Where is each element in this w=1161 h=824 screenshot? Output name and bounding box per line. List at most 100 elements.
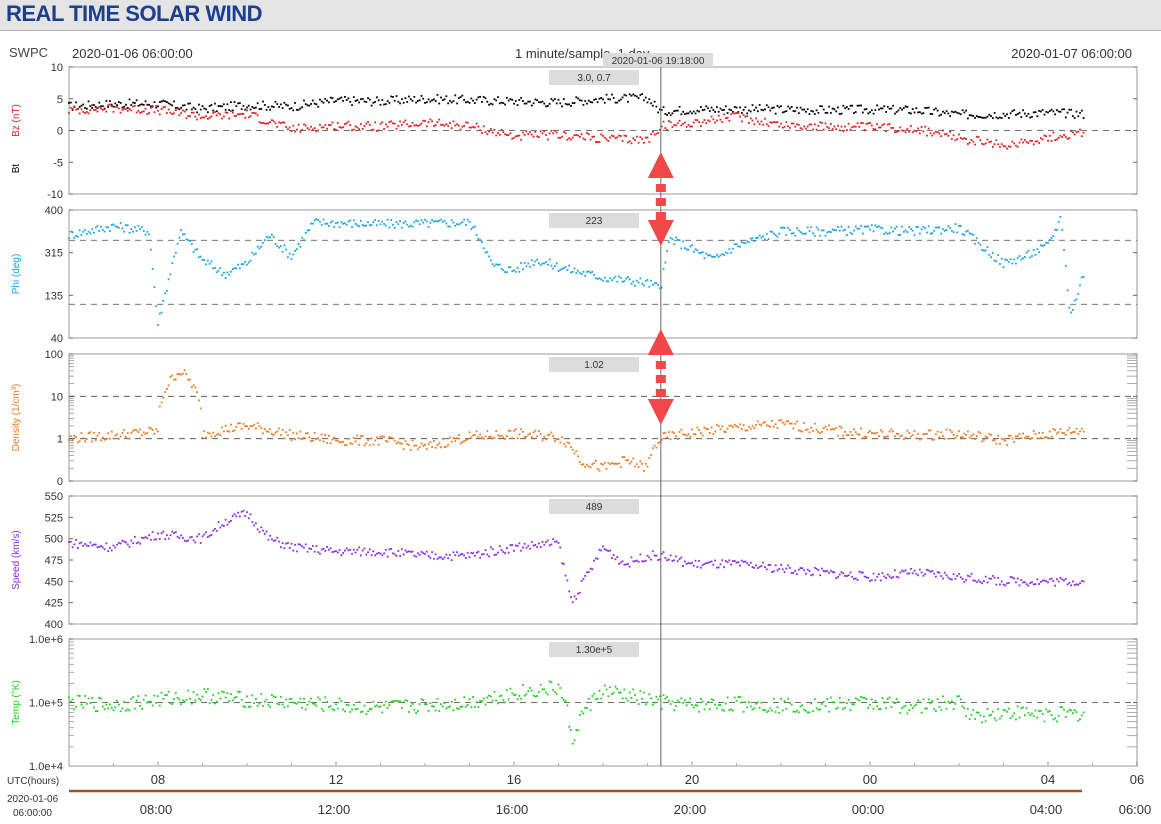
data-point bbox=[146, 432, 149, 434]
data-point bbox=[301, 106, 304, 109]
data-point bbox=[657, 284, 660, 286]
data-point bbox=[418, 223, 421, 226]
data-point bbox=[119, 111, 122, 114]
data-point bbox=[189, 378, 191, 381]
data-point bbox=[529, 432, 531, 435]
data-point bbox=[732, 709, 734, 712]
data-point bbox=[890, 706, 893, 708]
data-point bbox=[728, 424, 731, 427]
data-point bbox=[812, 128, 814, 131]
data-point bbox=[201, 436, 204, 439]
data-point bbox=[559, 441, 562, 444]
data-point bbox=[902, 570, 905, 573]
data-point bbox=[450, 700, 453, 703]
data-point bbox=[870, 109, 873, 112]
data-point bbox=[716, 566, 718, 569]
data-point bbox=[322, 126, 325, 129]
data-point bbox=[1050, 436, 1053, 438]
data-point bbox=[539, 546, 542, 548]
data-point bbox=[758, 234, 761, 237]
data-point bbox=[395, 127, 398, 130]
data-point bbox=[591, 568, 594, 571]
data-point bbox=[390, 120, 393, 123]
data-point bbox=[575, 450, 578, 453]
data-point bbox=[721, 708, 724, 711]
data-point bbox=[628, 565, 631, 568]
data-point bbox=[967, 229, 969, 232]
data-point bbox=[872, 572, 875, 575]
data-point bbox=[447, 225, 450, 228]
data-point bbox=[664, 697, 667, 700]
data-point bbox=[489, 128, 492, 130]
data-point bbox=[443, 124, 446, 127]
data-point bbox=[1043, 436, 1046, 439]
data-point bbox=[986, 708, 989, 710]
data-point bbox=[815, 109, 818, 112]
data-point bbox=[205, 436, 207, 439]
data-point bbox=[100, 225, 102, 228]
data-point bbox=[762, 709, 765, 711]
data-point bbox=[918, 111, 921, 114]
data-point bbox=[505, 96, 508, 99]
y-tick-label: 500 bbox=[45, 534, 63, 546]
data-point bbox=[1018, 433, 1021, 435]
data-point bbox=[890, 577, 893, 579]
data-point bbox=[726, 116, 729, 119]
data-point bbox=[368, 444, 371, 447]
data-point bbox=[817, 431, 820, 433]
data-point bbox=[847, 108, 850, 110]
data-point bbox=[374, 554, 377, 557]
data-point bbox=[1023, 581, 1026, 584]
arrow-dash bbox=[655, 389, 666, 397]
cursor-value-label: 1.02 bbox=[584, 360, 604, 371]
data-point bbox=[630, 556, 633, 559]
solar-wind-chart[interactable]: SWPC 2020-01-06 06:00:00 1 minute/sample… bbox=[0, 31, 1161, 824]
data-point bbox=[584, 100, 587, 102]
data-point bbox=[126, 107, 129, 109]
data-point bbox=[189, 697, 191, 700]
data-point bbox=[315, 438, 318, 441]
arrow-down-icon[interactable] bbox=[647, 220, 674, 246]
data-point bbox=[853, 577, 855, 580]
data-point bbox=[263, 428, 266, 430]
data-point bbox=[582, 137, 585, 140]
data-point bbox=[1064, 578, 1067, 580]
data-point bbox=[849, 104, 852, 107]
data-point bbox=[233, 115, 236, 118]
data-point bbox=[420, 442, 423, 445]
data-point bbox=[956, 575, 959, 577]
data-point bbox=[194, 699, 197, 702]
data-point bbox=[210, 115, 213, 118]
data-point bbox=[646, 136, 649, 139]
data-point bbox=[484, 251, 487, 254]
data-point bbox=[495, 263, 498, 266]
data-point bbox=[570, 596, 572, 599]
data-point bbox=[963, 432, 966, 435]
data-point bbox=[326, 99, 328, 102]
data-point bbox=[125, 709, 127, 712]
data-point bbox=[602, 98, 604, 101]
data-point bbox=[505, 271, 508, 274]
data-point bbox=[646, 554, 649, 557]
data-point bbox=[1057, 110, 1060, 113]
arrow-down-icon[interactable] bbox=[647, 399, 674, 425]
data-point bbox=[621, 96, 624, 99]
data-point bbox=[570, 271, 572, 274]
data-point bbox=[554, 440, 556, 442]
data-point bbox=[93, 543, 95, 546]
data-point bbox=[902, 438, 905, 441]
data-point bbox=[988, 432, 991, 435]
data-point bbox=[308, 104, 311, 107]
data-point bbox=[644, 703, 647, 706]
data-point bbox=[361, 549, 364, 552]
data-point bbox=[475, 233, 478, 236]
data-point bbox=[979, 581, 982, 583]
arrow-up-icon[interactable] bbox=[647, 329, 674, 355]
data-point bbox=[87, 100, 90, 103]
arrow-up-icon[interactable] bbox=[647, 152, 674, 178]
